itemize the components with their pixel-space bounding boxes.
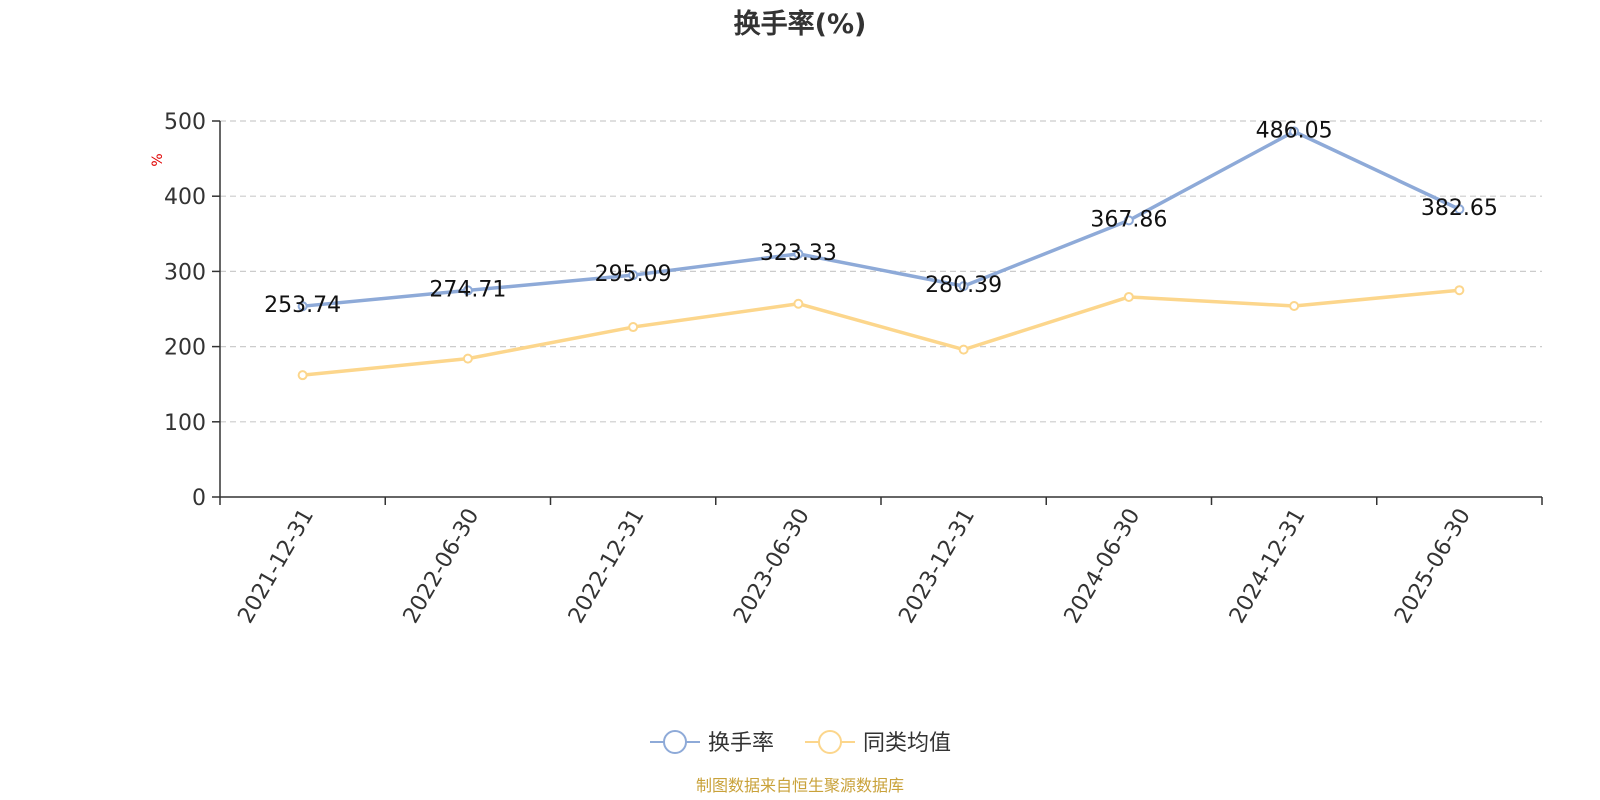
data-point[interactable] (462, 285, 473, 296)
y-tick-label: 200 (164, 336, 206, 361)
data-point[interactable] (1454, 285, 1465, 296)
data-point[interactable] (628, 322, 639, 333)
data-point[interactable] (1289, 300, 1300, 311)
data-point[interactable] (958, 344, 969, 355)
data-labels: 253.74 274.71 295.09 323.33 280.39 367.86 486.… (264, 118, 1498, 318)
y-tick-label: 100 (164, 411, 206, 436)
legend-circle-icon (818, 730, 842, 754)
data-point[interactable] (628, 270, 639, 281)
series-lines (297, 126, 1465, 381)
series-line-1 (302, 288, 1460, 377)
legend-item-1[interactable]: 同类均值 (805, 730, 951, 756)
data-point[interactable] (1454, 204, 1465, 215)
x-tick-label: 2022-12-31 (564, 505, 650, 628)
data-point[interactable] (793, 298, 804, 309)
data-label: 253.74 (264, 293, 341, 318)
chart-title: 换手率(%) (734, 8, 867, 40)
y-tick-label: 0 (192, 486, 206, 511)
legend-label: 同类均值 (863, 731, 951, 756)
data-point[interactable] (297, 370, 308, 381)
data-point[interactable] (297, 301, 308, 312)
data-label: 382.65 (1421, 196, 1498, 221)
data-point[interactable] (462, 353, 473, 364)
legend[interactable]: 换手率 同类均值 (650, 730, 951, 756)
x-tick-label: 2023-12-31 (894, 505, 980, 628)
y-tick-label: 400 (164, 185, 206, 210)
data-label: 323.33 (760, 241, 837, 266)
data-point[interactable] (1123, 215, 1134, 226)
data-label: 486.05 (1256, 118, 1333, 143)
x-tick-label: 2024-06-30 (1060, 505, 1146, 628)
data-point[interactable] (958, 281, 969, 292)
data-label: 280.39 (925, 273, 1002, 298)
x-tick-label: 2025-06-30 (1390, 505, 1476, 628)
y-tick-label: 500 (164, 110, 206, 135)
data-label: 274.71 (429, 277, 506, 302)
y-tick-label: 300 (164, 260, 206, 285)
series-line-0 (302, 129, 1461, 308)
data-point[interactable] (1289, 126, 1300, 137)
x-tick-label: 2022-06-30 (399, 505, 485, 628)
legend-label: 换手率 (708, 731, 774, 756)
data-label: 295.09 (595, 262, 672, 287)
x-tick-label: 2024-12-31 (1225, 505, 1311, 628)
data-point[interactable] (793, 248, 804, 259)
data-label: 367.86 (1090, 207, 1167, 232)
legend-circle-icon (663, 730, 687, 754)
x-tick-label: 2023-06-30 (729, 505, 815, 628)
legend-item-0[interactable]: 换手率 (650, 730, 774, 756)
x-tick-label: 2021-12-31 (233, 505, 319, 628)
source-note: 制图数据来自恒生聚源数据库 (696, 776, 904, 795)
y-axis-unit: % (150, 153, 166, 166)
data-point[interactable] (1123, 291, 1134, 302)
